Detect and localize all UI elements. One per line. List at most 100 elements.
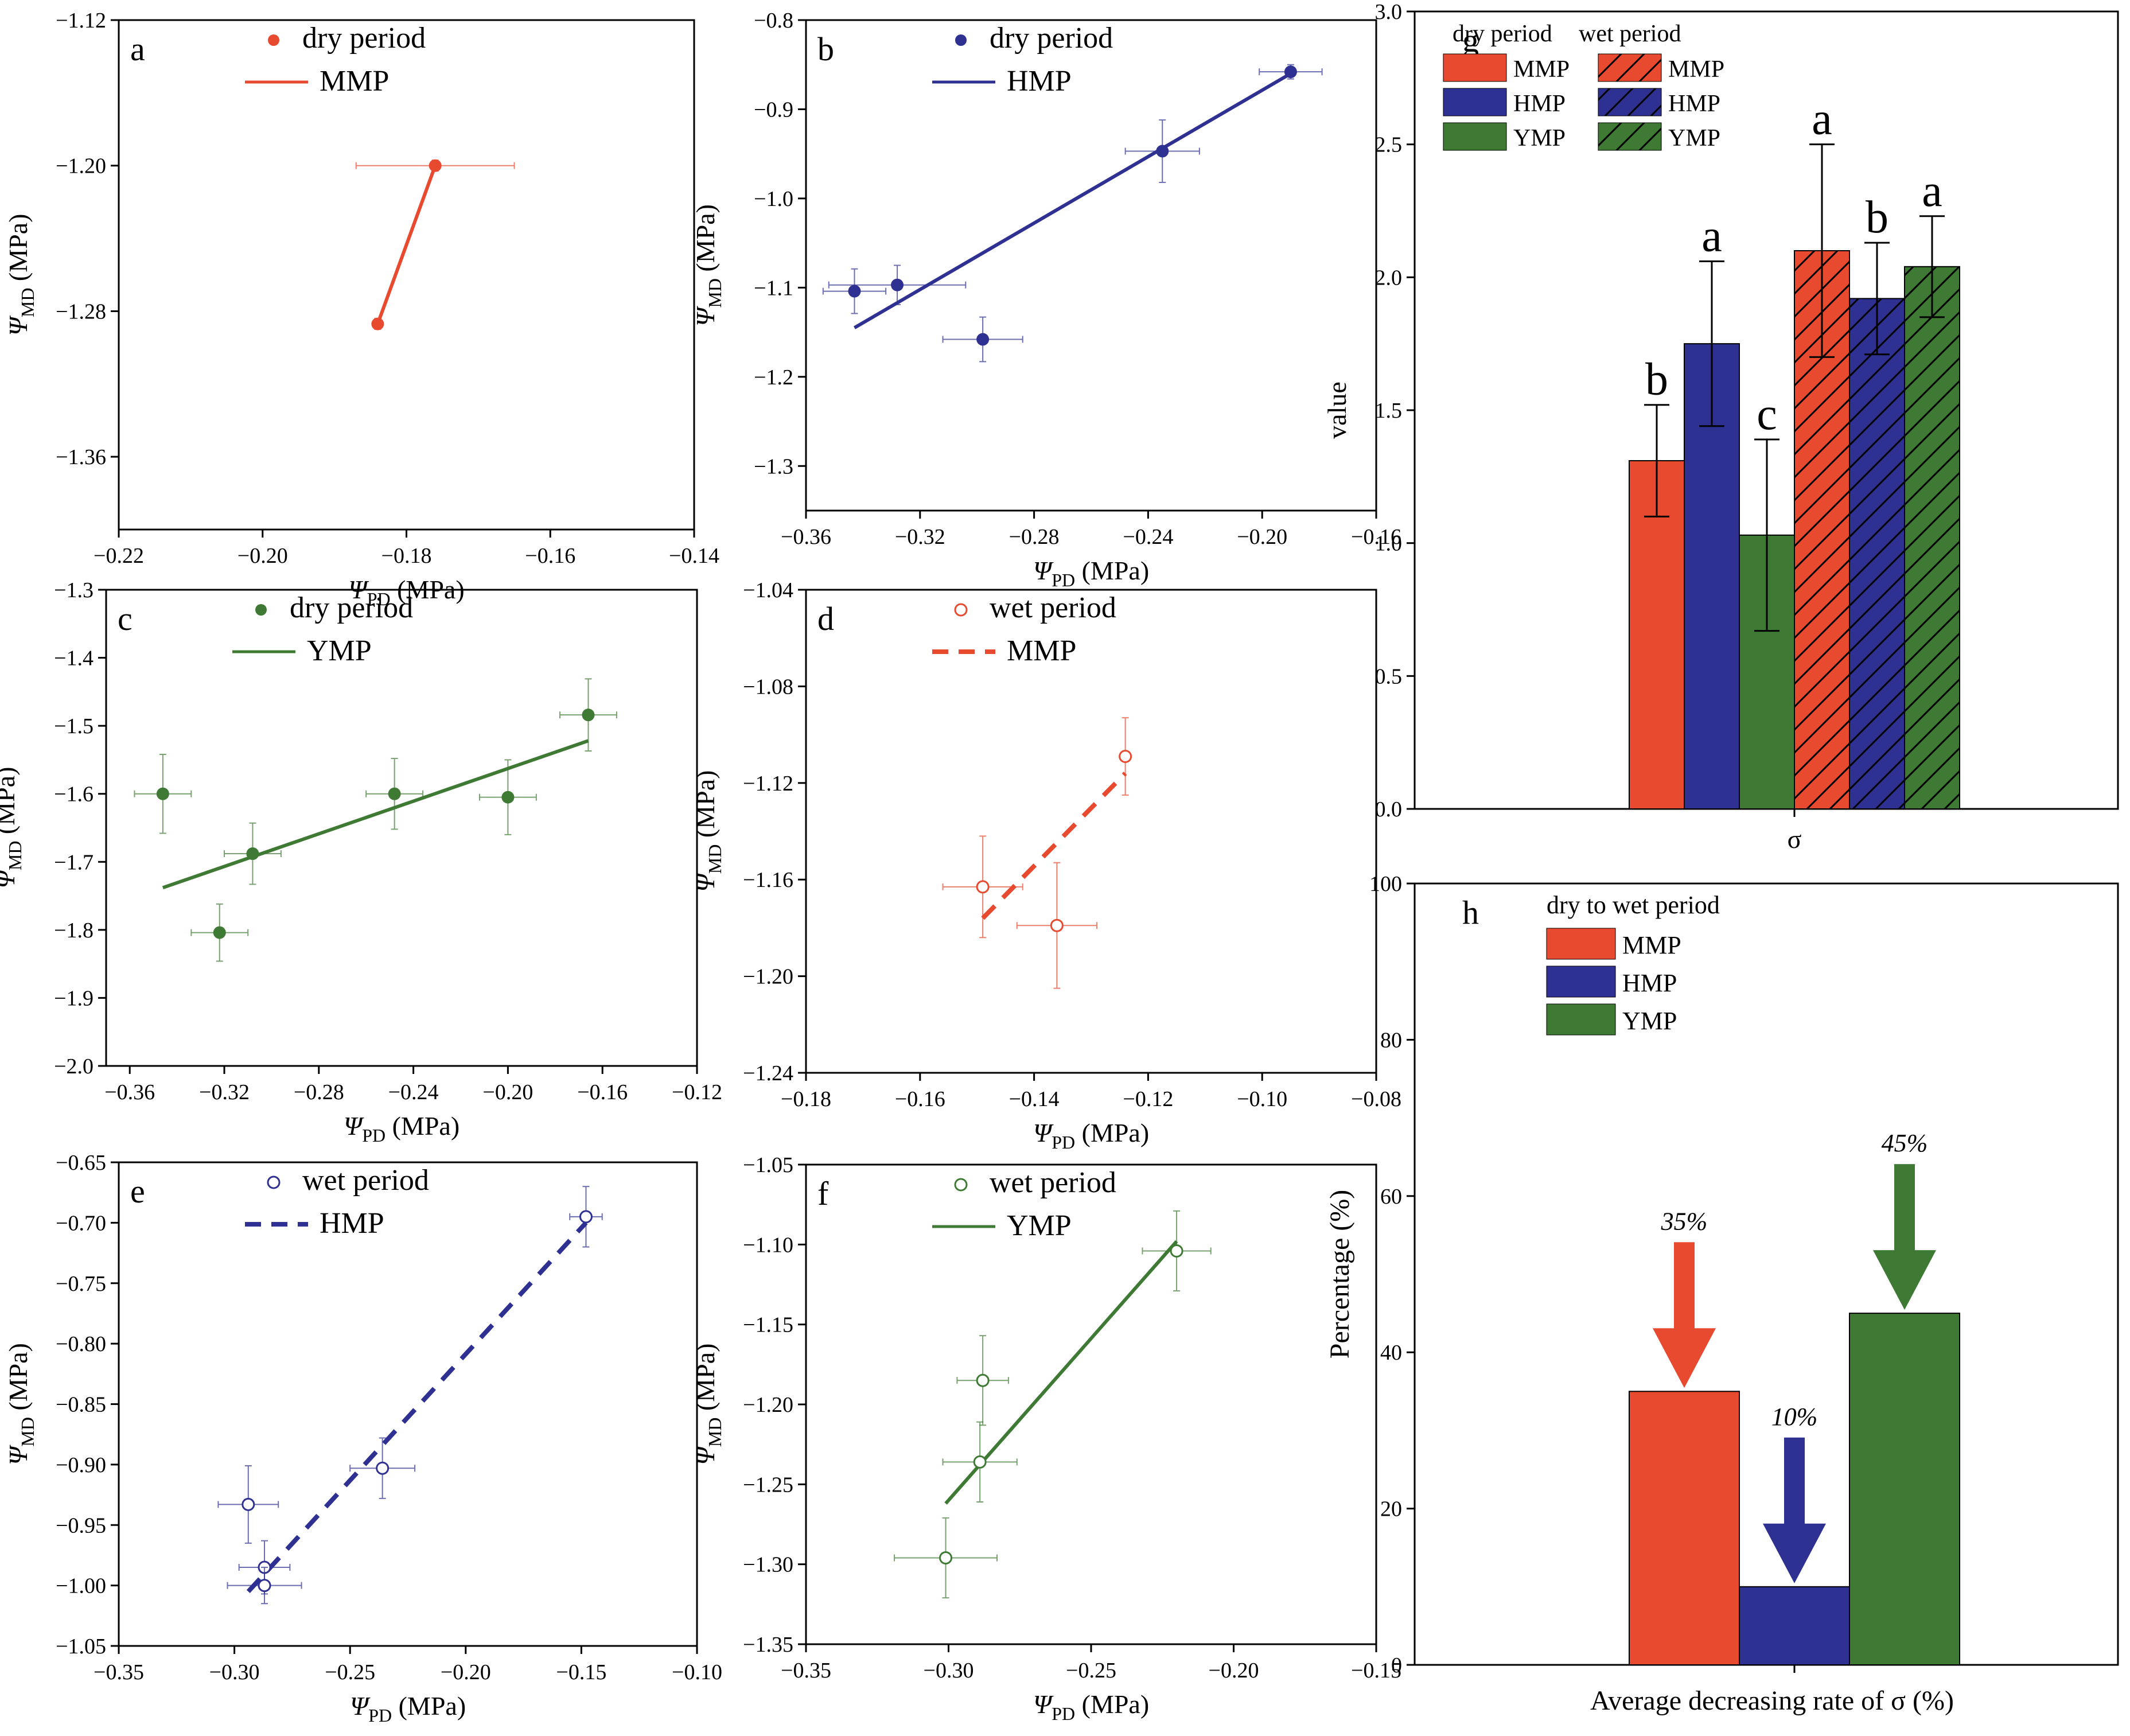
y-tick-label: −1.5: [54, 714, 94, 738]
legend-swatch: [1443, 122, 1507, 151]
panel-label: a: [130, 30, 145, 68]
y-axis-label-symbol: Ψ: [691, 1445, 720, 1465]
legend-label: HMP: [1513, 91, 1566, 117]
y-tick-label: 40: [1380, 1341, 1402, 1365]
y-axis-label-subscript: MD: [704, 1418, 725, 1447]
x-tick-label: −0.16: [577, 1080, 628, 1104]
y-tick-label: −0.65: [56, 1151, 106, 1175]
y-tick-label: −1.2: [754, 365, 793, 390]
panel-label: d: [817, 600, 834, 637]
legend-swatch: [1546, 1003, 1616, 1036]
legend-marker: [954, 1178, 968, 1192]
bar-hatch: [1905, 266, 1960, 809]
x-axis-label: ΨPD (MPa): [1033, 1690, 1149, 1724]
x-tick-label: −0.24: [1123, 525, 1173, 549]
y-axis-label-subscript: MD: [17, 1417, 38, 1447]
y-tick-label: 1.5: [1375, 399, 1403, 423]
x-axis-label-unit: (MPa): [1075, 556, 1149, 585]
y-tick-label: −0.75: [56, 1272, 106, 1296]
y-axis-label-unit: (MPa): [3, 214, 33, 288]
y-tick-label: 0: [1391, 1653, 1402, 1677]
y-axis-label-unit: (MPa): [0, 767, 20, 841]
y-tick-label: −1.05: [56, 1634, 106, 1659]
y-axis-label: ΨMD (MPa): [691, 770, 725, 893]
x-tick-label: −0.20: [482, 1080, 533, 1104]
x-tick-label: −0.14: [1009, 1087, 1060, 1111]
y-tick-label: −1.1: [754, 276, 793, 300]
legend-swatch-hatch: [1598, 88, 1661, 116]
x-axis-label-symbol: Ψ: [344, 1111, 364, 1141]
x-axis-label-symbol: Ψ: [350, 1691, 371, 1721]
y-tick-label: −1.08: [743, 675, 793, 699]
y-axis-label-symbol: Ψ: [0, 868, 20, 889]
legend-line-label: HMP: [320, 1207, 384, 1240]
y-tick-label: −0.70: [56, 1211, 106, 1235]
error-bar: [1699, 260, 1724, 427]
legend-line-label: YMP: [307, 635, 372, 667]
x-axis-label-symbol: Ψ: [1033, 1690, 1054, 1719]
y-axis-label-unit: (MPa): [691, 1344, 720, 1418]
data-point: [213, 926, 226, 939]
legend-marker-label: dry period: [990, 22, 1113, 55]
x-axis-label-subscript: PD: [368, 1705, 392, 1726]
x-tick-label: −0.15: [1351, 1659, 1401, 1683]
legend-title: dry to wet period: [1547, 891, 1720, 919]
y-tick-label: −0.8: [754, 9, 793, 33]
x-tick-label: −0.36: [104, 1080, 155, 1104]
legend-label: YMP: [1622, 1007, 1677, 1035]
y-tick-label: −1.0: [754, 187, 793, 211]
plot-frame: [805, 1163, 1377, 1645]
legend-marker: [955, 34, 967, 46]
x-tick-label: −0.12: [1123, 1087, 1173, 1111]
y-tick-label: 3.0: [1375, 0, 1403, 24]
y-tick-label: −1.00: [56, 1574, 106, 1598]
y-tick-label: −1.12: [743, 772, 793, 796]
x-tick-label: −0.16: [895, 1087, 945, 1111]
y-tick-label: −0.90: [56, 1453, 106, 1477]
data-point: [258, 1579, 271, 1593]
bar-mmp: [1629, 1391, 1740, 1666]
x-tick-label: −0.30: [924, 1659, 974, 1683]
data-point: [246, 847, 259, 861]
x-tick-label: −0.16: [525, 544, 575, 568]
legend-marker: [267, 1176, 281, 1189]
x-tick-label: −0.28: [294, 1080, 344, 1104]
x-tick-label: −0.25: [325, 1660, 375, 1684]
data-point: [1119, 749, 1132, 763]
plot-frame: [118, 19, 695, 531]
x-tick-label: −0.16: [1351, 525, 1401, 549]
x-tick-label: −0.32: [199, 1080, 250, 1104]
x-axis-label-unit: (MPa): [385, 1111, 460, 1141]
x-tick-label: −0.08: [1351, 1087, 1401, 1111]
y-tick-label: −0.9: [754, 98, 793, 122]
y-tick-label: −1.25: [743, 1473, 793, 1497]
y-tick-label: −1.8: [54, 918, 94, 943]
data-point: [939, 1551, 953, 1565]
significance-letter: a: [1922, 166, 1942, 216]
y-tick-label: −1.6: [54, 783, 94, 807]
legend-label: HMP: [1622, 969, 1677, 997]
y-axis-label-symbol: Ψ: [3, 1445, 33, 1465]
legend-line-label: YMP: [1007, 1209, 1072, 1242]
x-axis-label-subscript: PD: [362, 1125, 385, 1146]
error-bar: [1809, 143, 1835, 358]
y-tick-label: −1.20: [56, 154, 106, 178]
x-tick-label: −0.20: [237, 544, 288, 568]
x-tick-label: −0.20: [1237, 525, 1287, 549]
y-axis-label: Percentage (%): [1325, 1190, 1355, 1359]
legend-title-wet: wet period: [1579, 21, 1681, 47]
panel-label: f: [817, 1175, 829, 1212]
data-point: [501, 791, 515, 804]
plot-frame: [118, 1161, 698, 1647]
significance-letter: a: [1812, 94, 1832, 145]
data-point: [1284, 65, 1297, 79]
x-tick-label: −0.10: [672, 1660, 722, 1684]
legend-line-label: MMP: [320, 65, 389, 98]
data-point: [376, 1461, 390, 1475]
legend-line-label: MMP: [1007, 635, 1076, 667]
bar-hmp: [1739, 1586, 1850, 1666]
x-tick-label: −0.18: [781, 1087, 831, 1111]
plot-frame: [805, 589, 1377, 1074]
y-tick-label: −1.30: [743, 1553, 793, 1577]
